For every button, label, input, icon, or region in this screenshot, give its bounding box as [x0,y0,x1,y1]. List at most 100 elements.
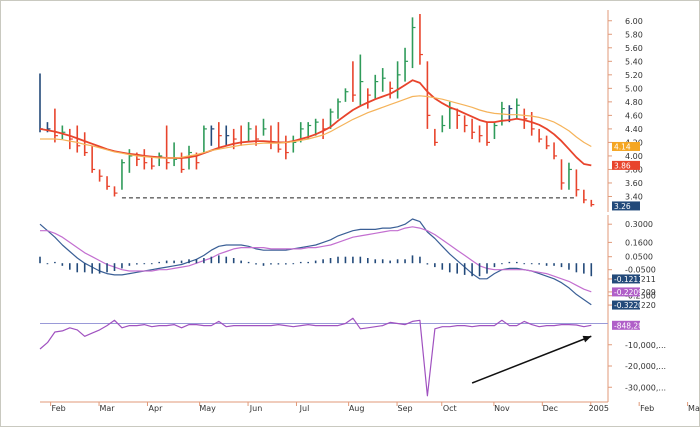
y-tick-label: 5.40 [625,57,643,66]
x-tick-label: Sep [398,404,413,413]
histogram-bar [292,263,295,265]
histogram-bar [501,263,503,265]
histogram-bar [463,263,466,275]
histogram-bar [329,258,332,264]
y-tick-label: 5.00 [625,84,643,93]
value-badge [612,141,640,151]
histogram-bar [91,263,93,274]
value-badge-label: -0.2209 [614,288,643,297]
histogram-bar [560,263,563,268]
histogram-bar [367,258,369,264]
x-tick-label: Mar [688,404,700,413]
x-tick-label: Jun [249,404,263,413]
x-axis: Feb Mar Apr May Jun Jul Aug Sep Oct Nov Dec 2005 Feb… [40,401,700,413]
histogram-bar [516,261,518,264]
histogram-bar [98,263,101,274]
x-tick-label: Oct [443,404,457,413]
histogram-bar [434,263,436,268]
histogram-bar [255,263,257,265]
y-tick-label: 3.40 [625,192,643,201]
y-tick-label: 3.60 [625,179,643,188]
y-tick-label: 4.00 [625,152,643,161]
histogram-bar [61,263,64,266]
y-tick-label: -20,000,... [625,362,666,371]
histogram-bar [389,260,391,264]
x-tick-label: Dec [543,404,558,413]
value-badge [612,274,640,284]
x-tick-label: Nov [494,404,510,413]
y-tick-label: -0.1211 [625,275,656,284]
histogram-bar [404,259,406,264]
y-tick-label: -10,000,... [625,341,666,350]
histogram-bar [143,263,146,265]
histogram-bar [180,260,183,264]
histogram-bar [508,261,511,264]
series-line [40,95,592,159]
value-badge [612,320,640,330]
histogram-bar [471,263,473,277]
histogram-bar [128,263,131,266]
y-tick-label: 0.0500 [625,253,653,262]
value-badge [612,287,640,297]
histogram-bar [76,263,79,273]
histogram-bar [352,256,354,264]
histogram-bar [456,263,458,274]
histogram-bar [165,260,168,264]
histogram-bar [322,259,324,264]
y-tick-label: 3.80 [625,165,643,174]
histogram-bar [203,258,205,264]
series-line [39,317,592,397]
histogram-bar [232,258,235,264]
histogram-bar [441,263,444,270]
histogram-bar [277,263,280,265]
x-tick-label: Jul [299,404,310,413]
value-badge-label: -848,282.4 [614,321,655,330]
histogram-bar [195,259,198,264]
y-tick-label: -30,000,... [625,383,666,392]
histogram-bar [240,260,242,264]
histogram-bar [523,263,526,265]
histogram-bar [285,263,287,265]
price-panel: 6.005.805.605.405.205.004.804.604.404.20… [39,10,643,212]
histogram-bar [575,263,578,273]
x-tick-label: May [199,404,216,413]
histogram-bar [121,263,123,269]
histogram-bar [106,263,108,273]
histogram-bar [493,263,496,268]
histogram-bar [538,263,540,265]
histogram-bar [344,256,347,264]
histogram-bar [396,259,399,264]
y-tick-label: 6.00 [625,17,643,26]
histogram-bar [136,263,138,265]
histogram-bar [307,261,309,264]
x-tick-label: Mar [100,404,116,413]
histogram-bar [337,256,339,264]
x-tick-label: Feb [640,404,654,413]
y-tick-label: 4.60 [625,111,643,120]
histogram-bar [568,263,570,270]
histogram-bar [218,255,220,264]
x-tick-label: 2005 [589,404,609,413]
histogram-bar [553,263,555,266]
histogram-bar [113,263,116,271]
y-tick-label: 5.60 [625,44,643,53]
histogram-bar [83,263,86,273]
y-tick-label: -0.2500 [625,292,656,301]
histogram-bar [225,256,228,264]
value-badge-label: 4.14 [614,142,631,151]
y-tick-label: -0.0500 [625,266,656,275]
value-badge-label: -0.3220 [614,301,643,310]
histogram-bar [39,256,41,264]
histogram-bar [478,263,481,277]
x-tick-label: Feb [52,404,66,413]
histogram-bar [247,261,250,264]
y-tick-label: 0.1600 [625,238,653,247]
histogram-bar [530,263,533,265]
trend-arrow-head [582,335,592,343]
histogram-bar [158,261,160,264]
histogram-bar [262,263,265,266]
histogram-bar [314,260,317,264]
histogram-bar [210,256,213,264]
